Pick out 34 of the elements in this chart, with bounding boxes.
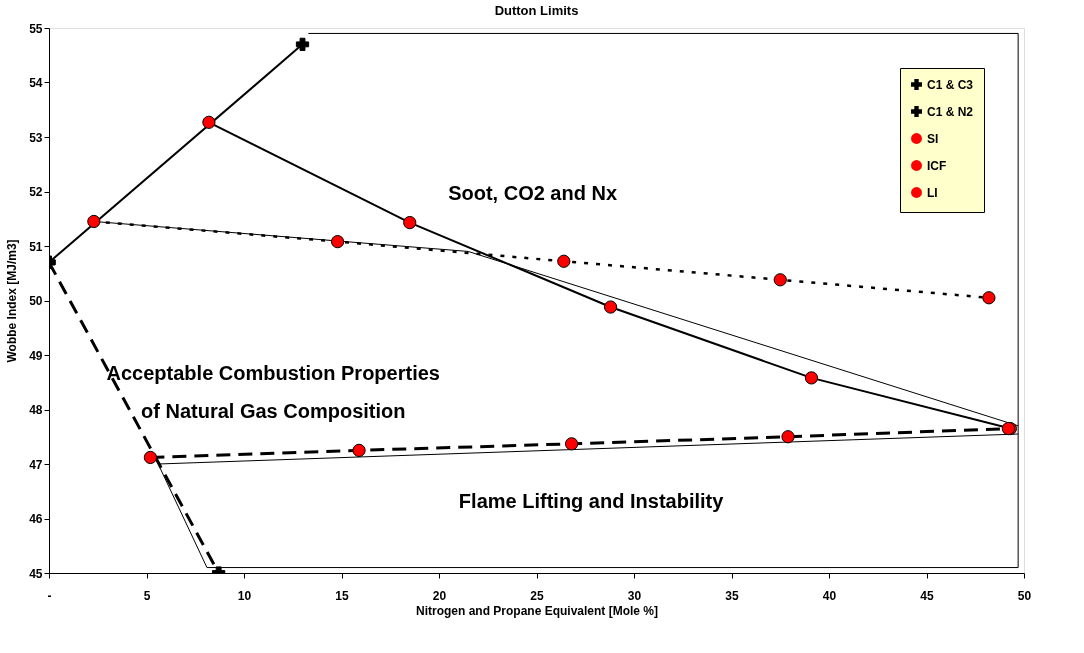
y-tick-label: 51	[29, 239, 43, 254]
x-tick-label: 25	[530, 588, 544, 603]
x-tick-label: -	[47, 588, 52, 603]
annotation: of Natural Gas Composition	[141, 400, 406, 423]
legend-label: SI	[927, 131, 939, 146]
y-tick-label: 54	[29, 76, 43, 90]
x-axis-title: Nitrogen and Propane Equivalent [Mole %]	[415, 603, 659, 618]
y-tick-label: 46	[29, 512, 43, 526]
x-tick-label: 20	[432, 588, 447, 603]
y-tick-label: 53	[29, 130, 43, 145]
chart-title: Dutton Limits	[494, 3, 579, 18]
y-axis-title: Wobbe Index [MJ/m3]	[5, 239, 20, 363]
x-tick-label: 35	[725, 588, 739, 603]
x-tick-label: 10	[237, 588, 252, 603]
x-tick-label: 40	[822, 588, 837, 603]
y-tick-label: 55	[29, 21, 43, 36]
y-tick-label: 52	[29, 185, 43, 199]
y-tick-label: 50	[29, 294, 43, 308]
legend-label: C1 & C3	[927, 77, 974, 92]
y-tick-label: 49	[29, 348, 43, 363]
x-tick-label: 45	[920, 588, 934, 603]
legend-label: C1 & N2	[927, 104, 974, 119]
x-tick-label: 50	[1017, 588, 1032, 603]
y-tick-label: 48	[29, 403, 43, 417]
y-tick-label: 47	[29, 457, 43, 472]
annotation: Soot, CO2 and Nx	[448, 182, 618, 205]
legend-label: ICF	[927, 158, 947, 173]
legend-label: LI	[927, 185, 938, 200]
y-tick-label: 45	[29, 566, 43, 581]
x-tick-label: 30	[627, 588, 642, 603]
x-tick-label: 15	[335, 588, 349, 603]
annotation: Flame Lifting and Instability	[458, 490, 725, 513]
annotation: Acceptable Combustion Properties	[106, 362, 440, 385]
x-tick-label: 5	[143, 588, 151, 603]
